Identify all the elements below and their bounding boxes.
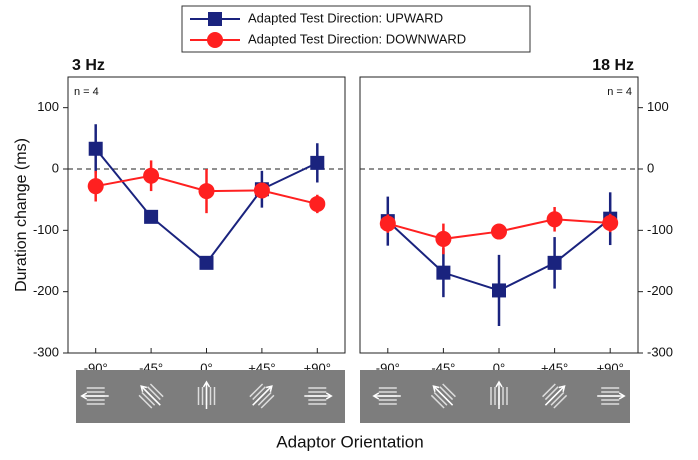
legend-marker [208,12,222,26]
arrow [141,386,161,406]
data-point [309,195,326,212]
legend-marker [207,32,223,48]
plot-frame [67,76,346,354]
arrow [433,386,454,406]
data-point [546,211,563,228]
arrow-head [618,392,626,400]
stimulus [197,380,216,409]
data-point [310,155,325,170]
grating [257,391,272,406]
stimulus [304,387,333,405]
stimulus [542,383,568,409]
arrow [252,386,272,406]
grating [442,383,456,398]
data-point [379,215,396,232]
y-tick-label: -300 [647,344,673,359]
grating [553,394,568,409]
y-tick-label: 0 [647,160,654,175]
grating [550,391,565,406]
data-point [602,214,619,231]
data-point [144,209,159,224]
stimulus [430,383,456,409]
data-point [436,265,451,280]
data-point [143,167,160,184]
arrow-head [558,385,566,392]
stimulus [372,387,401,405]
grating [249,383,264,398]
legend-label: Adapted Test Direction: DOWNWARD [248,31,466,46]
grating [252,386,266,401]
arrow-head [80,392,88,400]
grating [141,391,156,406]
y-tick-label: -100 [647,222,673,237]
grating [542,383,556,398]
legend-label: Adapted Test Direction: UPWARD [248,10,443,25]
grating [138,394,153,409]
panel-title: 18 Hz [592,57,634,74]
stimulus [597,387,626,405]
arrow [544,386,565,406]
data-point [435,230,452,247]
y-tick-label: 100 [647,99,669,114]
annotation: n = 4 [607,86,632,98]
y-tick-label: 0 [52,160,59,175]
grating [544,386,559,401]
data-point [492,283,506,298]
y-tick-label: 100 [37,99,59,114]
stimulus [490,380,508,409]
arrow-head [495,380,503,388]
data-point [491,223,507,240]
grating [430,394,445,409]
data-point [547,255,562,270]
y-tick-label: -200 [647,283,673,298]
data-point [199,255,214,270]
data-point [88,141,103,156]
arrow-head [432,385,440,392]
y-tick-label: -300 [33,344,59,359]
stimulus [249,383,275,409]
arrow-head [140,385,148,392]
x-axis-label: Adaptor Orientation [276,432,423,451]
grating [260,394,275,409]
arrow-head [372,392,380,400]
data-point [87,178,104,195]
legend-box [181,5,531,53]
y-tick-label: -100 [33,222,59,237]
grating [439,386,454,401]
panel-title: 3 Hz [72,57,105,74]
grating [149,383,164,398]
data-point [253,182,270,199]
annotation: n = 4 [74,86,99,98]
y-tick-label: -200 [33,283,59,298]
arrow-head [325,392,333,400]
stimulus [138,383,164,409]
data-point [198,183,215,200]
grating [147,386,161,401]
arrow-head [202,380,211,388]
arrow-head [265,385,273,392]
stimulus [80,387,109,405]
grating [433,391,448,406]
y-axis-label: Duration change (ms) [13,138,30,292]
